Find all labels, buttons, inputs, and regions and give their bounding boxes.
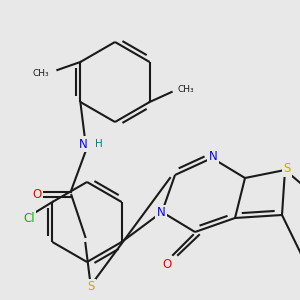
Text: CH₃: CH₃ bbox=[33, 70, 50, 79]
Text: N: N bbox=[208, 151, 217, 164]
Text: S: S bbox=[88, 280, 95, 293]
Text: N: N bbox=[79, 137, 88, 151]
Text: N: N bbox=[157, 206, 165, 220]
Text: CH₃: CH₃ bbox=[178, 85, 194, 94]
Text: Cl: Cl bbox=[23, 212, 35, 224]
Text: O: O bbox=[33, 188, 42, 202]
Text: H: H bbox=[95, 139, 103, 149]
Text: S: S bbox=[283, 163, 291, 176]
Text: O: O bbox=[162, 257, 172, 271]
